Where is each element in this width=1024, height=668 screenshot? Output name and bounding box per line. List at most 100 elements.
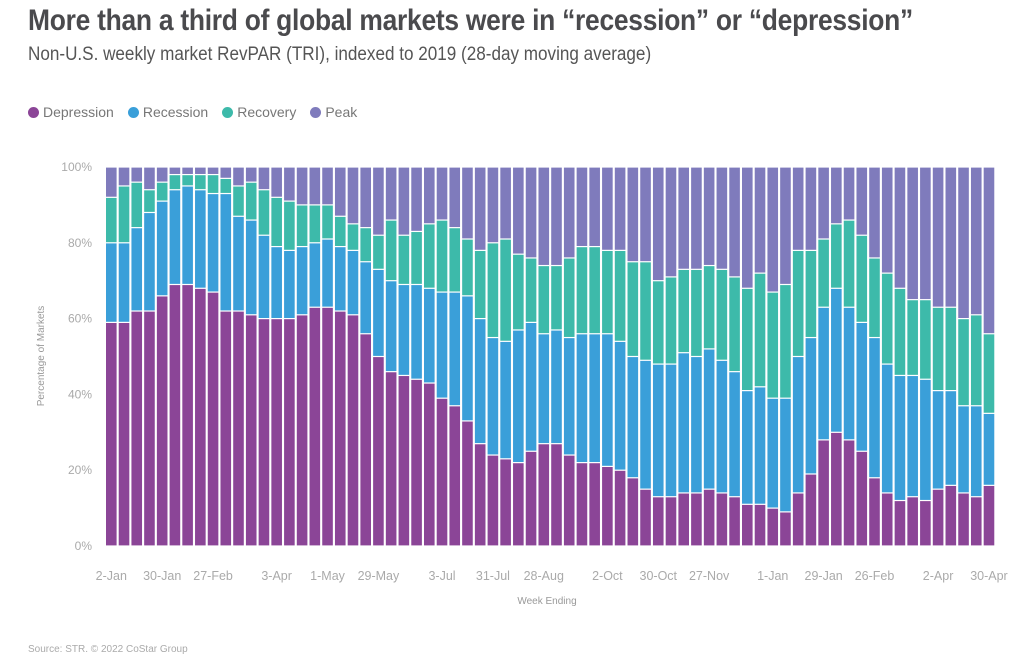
bar-recession: [309, 243, 321, 307]
bar-recovery: [792, 250, 804, 356]
bar-group: [907, 167, 918, 546]
bar-peak: [398, 167, 410, 235]
bar-recession: [640, 360, 651, 489]
bar-recovery: [182, 175, 193, 186]
bar-depression: [856, 451, 868, 546]
bar-group: [500, 167, 511, 546]
bar-depression: [449, 406, 461, 546]
bar-peak: [360, 167, 371, 228]
bar-recession: [296, 247, 308, 315]
bar-group: [296, 167, 308, 546]
bar-depression: [894, 501, 906, 546]
bar-recession: [983, 413, 995, 485]
bar-peak: [678, 167, 689, 269]
bar-recovery: [207, 175, 219, 193]
bar-recovery: [525, 258, 537, 322]
bar-recovery: [945, 307, 957, 391]
bar-group: [894, 167, 906, 546]
bar-peak: [118, 167, 130, 186]
legend-item-recession: Recession: [127, 104, 208, 120]
bar-group: [207, 167, 219, 546]
x-tick-label: 27-Nov: [689, 569, 730, 583]
x-tick-label: 30-Apr: [970, 569, 1008, 583]
bar-depression: [296, 315, 308, 546]
bar-recession: [411, 285, 422, 379]
x-axis: 2-Jan 30-Jan 27-Feb 3-Apr 1-May 29-May 3-Jul 31…: [96, 569, 1008, 583]
bar-recession: [538, 334, 550, 444]
legend-swatch: [310, 106, 322, 118]
bar-group: [614, 167, 626, 546]
bar-depression: [182, 285, 193, 546]
bar-recession: [436, 292, 448, 398]
bar-recovery: [551, 266, 562, 330]
bar-recovery: [729, 277, 740, 372]
bar-group: [767, 167, 779, 546]
bar-recession: [831, 288, 842, 432]
bar-depression: [665, 497, 677, 546]
bar-group: [462, 167, 473, 546]
legend-label: Peak: [325, 104, 358, 120]
bar-group: [436, 167, 448, 546]
bar-recovery: [385, 220, 397, 281]
bar-depression: [983, 485, 995, 546]
bar-group: [385, 167, 397, 546]
bar-group: [525, 167, 537, 546]
bar-depression: [563, 455, 575, 546]
bar-recovery: [627, 262, 639, 356]
bar-group: [258, 167, 270, 546]
bar-group: [487, 167, 499, 546]
bar-depression: [691, 493, 702, 546]
bar-peak: [144, 167, 155, 190]
bar-recovery: [703, 266, 715, 349]
x-tick-label: 2-Oct: [592, 569, 623, 583]
bar-peak: [920, 167, 931, 300]
bar-recession: [767, 398, 779, 508]
bar-recession: [742, 391, 753, 504]
x-tick-label: 31-Jul: [476, 569, 510, 583]
bar-recession: [195, 190, 206, 288]
bar-depression: [436, 398, 448, 546]
bar-recovery: [144, 190, 155, 212]
bar-depression: [767, 508, 779, 546]
bar-peak: [907, 167, 918, 300]
bar-group: [220, 167, 232, 546]
bar-recession: [385, 281, 397, 372]
legend-swatch: [28, 106, 39, 118]
bar-depression: [907, 497, 918, 546]
bar-group: [932, 167, 944, 546]
x-axis-label: Week Ending: [517, 596, 576, 607]
bar-recovery: [245, 182, 257, 220]
bar-recovery: [640, 262, 651, 360]
bar-depression: [424, 383, 435, 546]
bar-peak: [233, 167, 244, 186]
bar-peak: [258, 167, 270, 190]
bar-depression: [881, 493, 893, 546]
bar-group: [284, 167, 295, 546]
x-tick-label: 26-Feb: [855, 569, 895, 583]
bar-recession: [792, 357, 804, 493]
bar-group: [958, 167, 969, 546]
bar-group: [245, 167, 257, 546]
bar-depression: [245, 315, 257, 546]
bar-recession: [373, 269, 384, 356]
bar-peak: [970, 167, 982, 315]
x-tick-label: 3-Apr: [261, 569, 292, 583]
bar-group: [538, 167, 550, 546]
bar-depression: [869, 478, 880, 546]
bar-recovery: [118, 186, 130, 243]
bar-depression: [640, 489, 651, 546]
bar-recession: [665, 364, 677, 497]
bar-group: [627, 167, 639, 546]
x-tick-label: 1-May: [310, 569, 345, 583]
bar-depression: [678, 493, 689, 546]
bar-group: [856, 167, 868, 546]
bar-peak: [652, 167, 664, 281]
bar-depression: [271, 319, 282, 546]
bar-recession: [869, 338, 880, 478]
bar-recession: [360, 262, 371, 334]
bar-depression: [334, 311, 346, 546]
bar-recovery: [284, 201, 295, 250]
y-tick-label: 0%: [75, 539, 93, 553]
bar-recession: [627, 357, 639, 478]
bar-recovery: [271, 197, 282, 246]
